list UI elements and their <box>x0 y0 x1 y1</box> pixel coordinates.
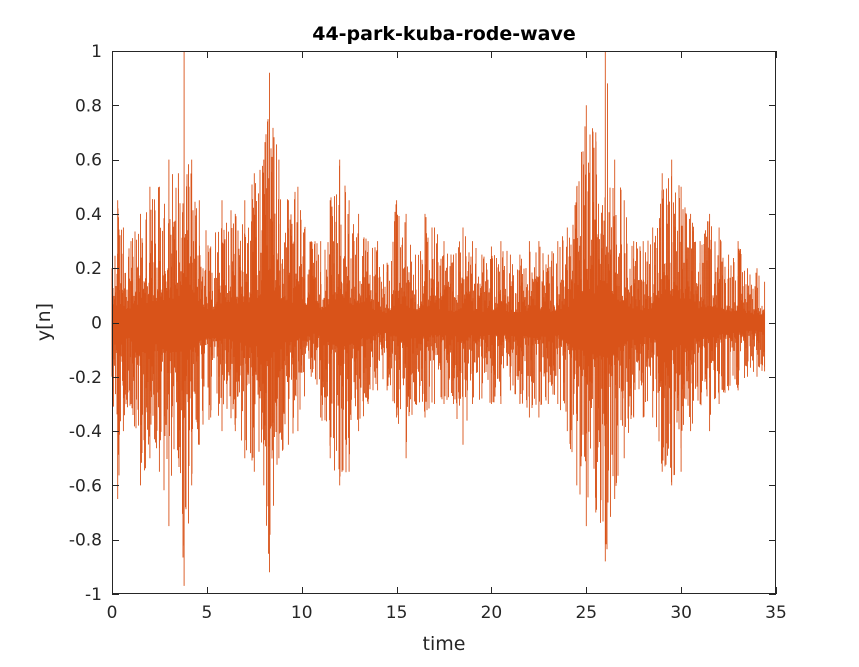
y-tick-label: 0.4 <box>75 205 102 225</box>
y-tick-label: -0.4 <box>69 422 102 442</box>
y-tick-label: 0.6 <box>75 151 102 171</box>
y-axis-label: y[n] <box>33 303 55 341</box>
y-tick-label: -0.2 <box>69 368 102 388</box>
axes-frame <box>112 51 776 594</box>
axis-ticks: 0 5 10 15 20 25 30 35 -1 -0.8 -0.6 -0.4 -0.2 0 0.2 0.4 0… <box>69 42 787 623</box>
y-tick-label: 0.2 <box>75 259 102 279</box>
x-tick-label: 25 <box>575 603 597 623</box>
x-axis-label: time <box>423 633 466 655</box>
x-tick-label: 15 <box>386 603 408 623</box>
x-tick-label: 35 <box>765 603 787 623</box>
x-tick-label: 10 <box>291 603 313 623</box>
y-tick-label: -0.6 <box>69 476 102 496</box>
y-tick-label: 0.8 <box>75 96 102 116</box>
y-tick-label: 1 <box>91 42 102 62</box>
x-tick-label: 0 <box>107 603 118 623</box>
y-tick-label: -1 <box>85 585 102 605</box>
y-tick-label: -0.8 <box>69 531 102 551</box>
chart-title: 44-park-kuba-rode-wave <box>312 23 576 45</box>
y-tick-label: 0 <box>91 314 102 334</box>
x-tick-label: 30 <box>670 603 692 623</box>
x-tick-label: 20 <box>481 603 503 623</box>
x-tick-label: 5 <box>201 603 212 623</box>
